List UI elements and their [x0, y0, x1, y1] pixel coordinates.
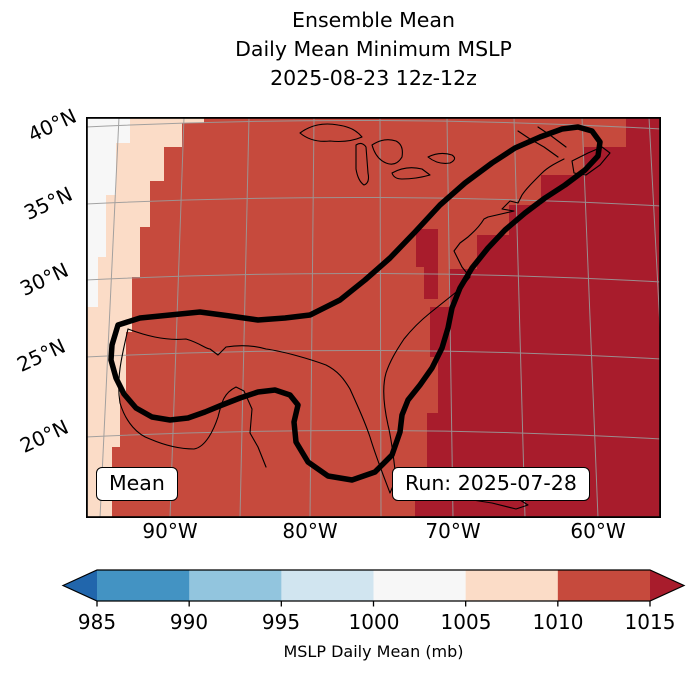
- colorbar-seg-1010-1015: [557, 570, 650, 601]
- cb-tick-995: 995: [261, 610, 301, 634]
- colorbar-seg-990-995: [189, 570, 282, 601]
- ensemble-contour: [108, 124, 603, 483]
- axes-spine: [86, 117, 661, 518]
- colorbar-label: MSLP Daily Mean (mb): [283, 642, 464, 661]
- map-fill-over-1015: [415, 117, 661, 518]
- cb-tick-1010: 1010: [532, 610, 584, 634]
- title-line-3: 2025-08-23 12z-12z: [270, 66, 477, 90]
- cb-tick-1000: 1000: [348, 610, 400, 634]
- colorbar-seg-995-1000: [281, 570, 374, 601]
- title-line-2: Daily Mean Minimum MSLP: [235, 37, 512, 61]
- colorbar-tick-marks: [96, 601, 651, 607]
- lon-tick-90w: 90°W: [142, 519, 198, 543]
- colorbar-over-arrow: [650, 570, 684, 601]
- colorbar-under-arrow: [63, 570, 97, 601]
- figure-title: Ensemble Mean Daily Mean Minimum MSLP 20…: [86, 6, 661, 93]
- colorbar-seg-1000-1005: [373, 570, 467, 601]
- map-axes: [86, 117, 661, 518]
- lon-tick-70w: 70°W: [425, 519, 481, 543]
- run-annotation-box: Run: 2025-07-28: [392, 467, 590, 501]
- lat-tick-40n: 40°N: [24, 103, 81, 147]
- cb-tick-985: 985: [77, 610, 117, 634]
- colorbar-seg-985-990: [97, 570, 190, 601]
- stat-annotation-box: Mean: [96, 467, 178, 501]
- map-fill-1005-1010: [86, 117, 204, 518]
- cb-tick-1015: 1015: [624, 610, 676, 634]
- colorbar: [61, 569, 686, 607]
- lon-tick-60w: 60°W: [570, 519, 626, 543]
- cb-tick-990: 990: [169, 610, 209, 634]
- lat-tick-25n: 25°N: [13, 333, 70, 377]
- lat-tick-30n: 30°N: [16, 257, 73, 301]
- lat-tick-20n: 20°N: [16, 414, 73, 458]
- lat-tick-35n: 35°N: [20, 181, 77, 225]
- title-line-1: Ensemble Mean: [292, 8, 455, 32]
- cb-tick-1005: 1005: [440, 610, 492, 634]
- colorbar-seg-1005-1010: [465, 570, 559, 601]
- lon-tick-80w: 80°W: [282, 519, 338, 543]
- map-fill-1000-1005: [86, 117, 130, 307]
